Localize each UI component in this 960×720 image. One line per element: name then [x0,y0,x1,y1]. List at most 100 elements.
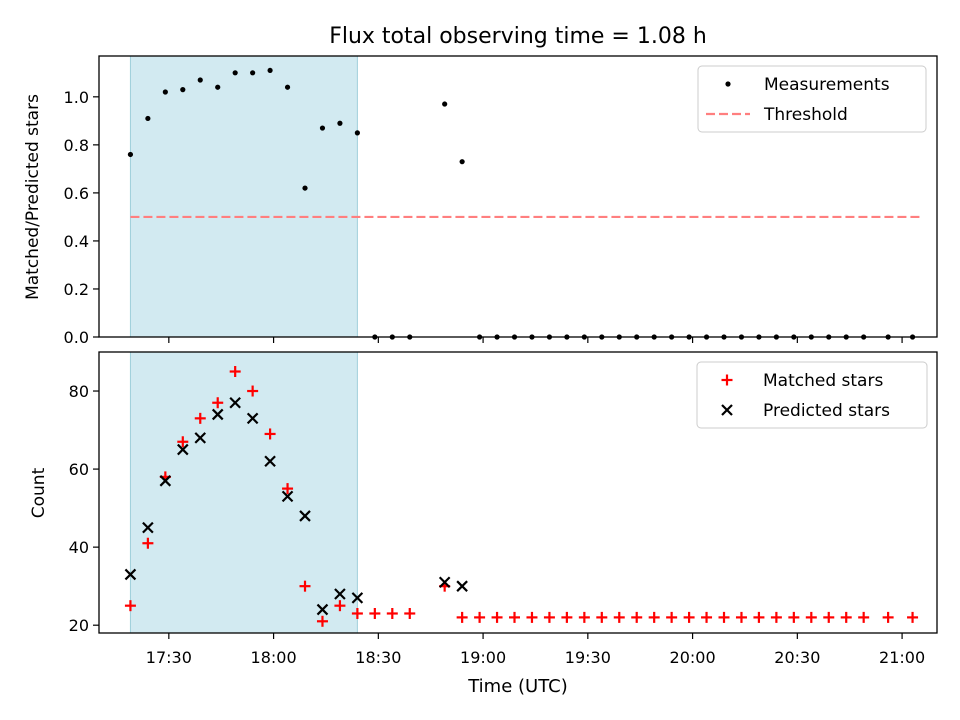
legend-label: Matched stars [763,371,883,391]
data-point [316,615,328,627]
legend-box [697,65,927,133]
data-point [386,607,398,619]
data-point [299,580,311,592]
data-point [770,611,782,623]
data-point [840,611,852,623]
x-tick-label: 21:00 [879,648,925,667]
legend-marker [721,404,733,416]
data-point [788,611,800,623]
y-tick-label: 0.4 [64,232,89,251]
legend-box [696,361,928,429]
x-tick-label: 18:00 [251,648,297,667]
data-point [162,89,168,95]
x-tick-label: 17:30 [146,648,192,667]
observing-window-band [129,351,358,634]
data-point [319,125,326,131]
data-point [351,592,364,604]
data-point [197,77,203,83]
data-point [683,611,695,623]
y-tick-label: 1.0 [64,88,89,107]
legend-marker [721,374,733,386]
y-tick-label: 60 [69,460,89,479]
data-point [177,443,189,456]
data-point [438,576,451,589]
data-point [578,611,590,623]
data-point [299,510,311,522]
data-point [142,537,154,549]
legend-label: Threshold [763,105,848,125]
plot-frame [98,55,938,338]
series-plus [124,366,919,627]
data-point [491,611,503,623]
data-point [302,185,308,191]
y-tick-label: 40 [69,538,89,557]
data-point [631,611,643,623]
data-point [858,611,870,623]
legend-label: Measurements [764,75,890,95]
data-point [180,87,186,93]
data-point [284,84,291,90]
data-point [124,568,137,581]
y-tick-label: 0.6 [64,184,89,203]
x-tick-label: 20:30 [774,648,820,667]
data-point [442,101,448,107]
data-point [337,120,343,126]
legend-label: Predicted stars [763,401,890,421]
data-point [735,611,747,623]
data-point [718,611,730,623]
series-dot [127,67,916,340]
y-tick-label: 80 [69,382,89,401]
data-point [354,130,360,136]
data-point [215,84,221,90]
data-point [246,412,259,425]
data-point [456,580,468,592]
data-point [613,611,625,623]
y-tick-label: 20 [69,616,89,635]
data-point [334,588,346,600]
data-point [229,396,241,409]
data-point [142,521,154,534]
data-point [159,475,172,487]
data-point [194,412,206,424]
x-tick-label: 19:00 [460,648,506,667]
data-point [351,607,363,619]
data-point [281,490,294,503]
x-axis-label: Time (UTC) [467,676,568,697]
data-point [474,611,486,623]
x-tick-label: 19:30 [565,648,611,667]
data-point [805,611,817,623]
data-point [456,611,468,623]
data-point [404,607,416,619]
data-point [177,436,189,448]
data-point [823,611,835,623]
data-point [247,385,259,397]
count-panel: 20 40 60 80 17:30 18:00 18:30 19:00 19:30 20:00 20… [29,351,938,667]
series-x [124,396,468,616]
data-point [648,611,660,623]
y-axis-label: Count [29,467,49,518]
data-point [543,611,555,623]
data-point [124,600,136,612]
data-point [282,483,294,495]
y-axis-label: Matched/Predicted stars [23,94,43,300]
observing-window-band [129,55,358,338]
data-point [334,600,346,612]
x-tick-label: 20:00 [670,648,716,667]
data-point [250,70,256,76]
data-point [264,428,276,440]
data-point [666,611,678,623]
data-point [753,611,765,623]
x-tick-label: 18:30 [355,648,401,667]
data-point [561,611,573,623]
data-point [907,611,919,623]
flux-ratio-panel: 0.0 0.2 0.4 0.6 0.8 1.0 Matched/Predicted star… [23,55,938,347]
data-point [369,607,381,619]
data-point [229,366,241,378]
data-point [459,159,465,165]
legend: Measurements Threshold [697,65,927,133]
data-point [232,70,238,76]
data-point [596,611,608,623]
y-tick-label: 0.2 [64,280,89,299]
data-point [316,603,329,616]
